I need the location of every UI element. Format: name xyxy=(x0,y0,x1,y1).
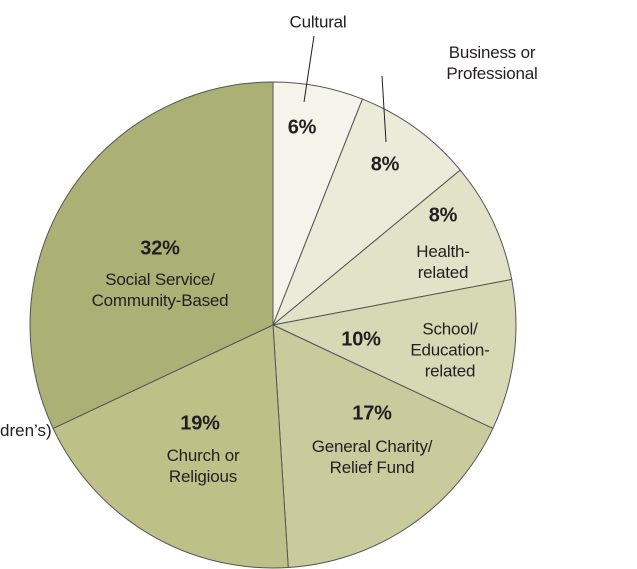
category-label: Church or Religious xyxy=(166,446,240,486)
value-label: 6% xyxy=(287,116,317,139)
category-label: Health- related xyxy=(416,242,470,282)
pie-slice xyxy=(272,169,513,326)
pie-slice xyxy=(52,324,289,569)
leader-line xyxy=(303,35,315,103)
pie-slice xyxy=(272,98,461,326)
pie-slice xyxy=(272,324,494,569)
category-label: Business or Professional xyxy=(446,43,538,83)
category-label: Cultural xyxy=(289,12,347,32)
pie-slice xyxy=(29,81,274,430)
value-label: 10% xyxy=(341,328,381,351)
value-label: 8% xyxy=(370,153,400,176)
pie-slice xyxy=(271,278,517,430)
annotation: dren’s) xyxy=(0,421,52,440)
value-label: 8% xyxy=(428,204,458,227)
value-label: 32% xyxy=(140,237,180,260)
category-label: General Charity/ Relief Fund xyxy=(311,437,433,477)
leader-line xyxy=(381,75,387,143)
category-label: Social Service/ Community-Based xyxy=(91,270,229,310)
value-label: 19% xyxy=(180,412,220,435)
value-label: 17% xyxy=(352,402,392,425)
category-label: School/ Education- related xyxy=(410,319,490,381)
